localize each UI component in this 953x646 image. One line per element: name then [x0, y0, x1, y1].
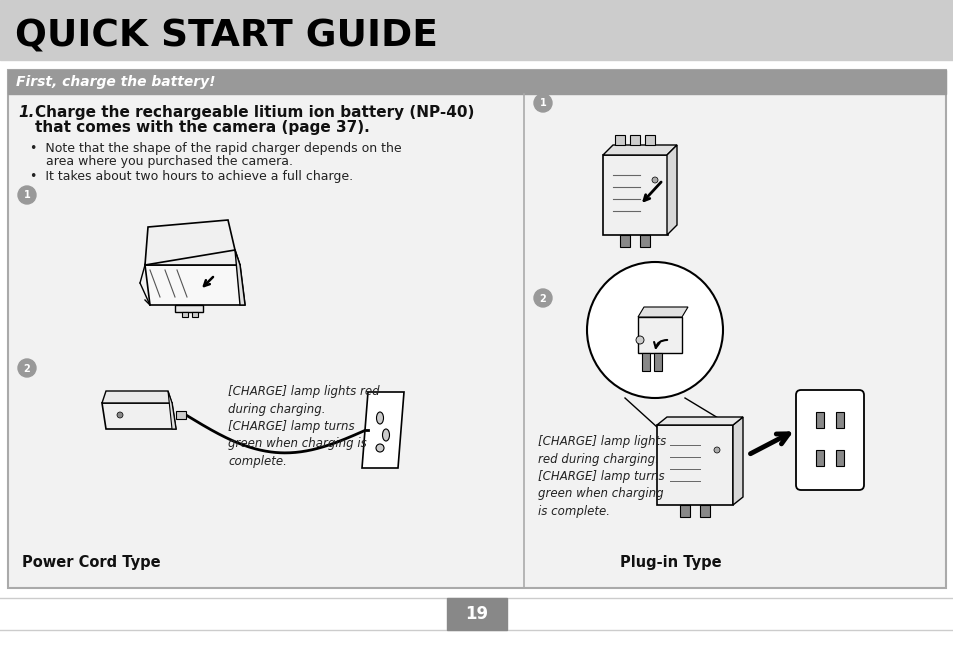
Text: that comes with the camera (page 37).: that comes with the camera (page 37). [35, 120, 370, 135]
Bar [835, 412, 843, 428]
Circle shape [713, 447, 720, 453]
Polygon shape [145, 220, 234, 265]
Text: 1.: 1. [18, 105, 34, 120]
Bar [174, 305, 203, 312]
Polygon shape [145, 250, 240, 265]
Ellipse shape [382, 429, 389, 441]
Text: 1: 1 [539, 98, 546, 109]
Polygon shape [638, 307, 687, 317]
Text: 2: 2 [24, 364, 30, 373]
Text: 1: 1 [24, 191, 30, 200]
Bar [835, 450, 843, 466]
Text: [CHARGE] lamp lights red
during charging.
[CHARGE] lamp turns
green when chargin: [CHARGE] lamp lights red during charging… [228, 385, 379, 468]
Circle shape [534, 289, 552, 307]
Polygon shape [732, 417, 742, 505]
Circle shape [375, 444, 384, 452]
Bar [639, 235, 649, 247]
Text: 2: 2 [539, 293, 546, 304]
Ellipse shape [376, 412, 383, 424]
Bar [700, 505, 709, 517]
Bar [615, 135, 624, 145]
Polygon shape [666, 145, 677, 235]
FancyBboxPatch shape [795, 390, 863, 490]
Circle shape [18, 359, 36, 377]
Bar [0, 0, 953, 60]
Text: Charge the rechargeable litium ion battery (NP-40): Charge the rechargeable litium ion batte… [35, 105, 474, 120]
Bar [602, 155, 667, 235]
Polygon shape [234, 250, 245, 305]
Bar [619, 235, 629, 247]
Polygon shape [168, 391, 175, 429]
Bar [815, 450, 823, 466]
Bar [815, 412, 823, 428]
Text: Plug-in Type: Plug-in Type [619, 555, 720, 570]
Bar [654, 353, 661, 371]
Text: •  It takes about two hours to achieve a full charge.: • It takes about two hours to achieve a … [30, 170, 353, 183]
Polygon shape [657, 417, 742, 425]
Text: •  Note that the shape of the rapid charger depends on the: • Note that the shape of the rapid charg… [30, 142, 401, 155]
Bar [638, 317, 681, 353]
Text: 19: 19 [465, 605, 488, 623]
Bar [8, 70, 945, 94]
Polygon shape [145, 265, 245, 305]
Circle shape [651, 177, 658, 183]
Polygon shape [102, 391, 172, 403]
Bar [641, 353, 649, 371]
Circle shape [586, 262, 722, 398]
Text: Power Cord Type: Power Cord Type [22, 555, 160, 570]
Bar [182, 312, 188, 317]
Circle shape [117, 412, 123, 418]
Polygon shape [602, 145, 677, 155]
Bar [679, 505, 689, 517]
Text: area where you purchased the camera.: area where you purchased the camera. [30, 155, 293, 168]
Text: First, charge the battery!: First, charge the battery! [16, 75, 215, 89]
Polygon shape [102, 403, 175, 429]
Circle shape [534, 94, 552, 112]
Bar [644, 135, 655, 145]
Bar [192, 312, 198, 317]
Polygon shape [361, 392, 403, 468]
Bar [447, 598, 506, 630]
Bar [8, 70, 945, 588]
Text: QUICK START GUIDE: QUICK START GUIDE [15, 19, 437, 55]
Text: [CHARGE] lamp lights
red during charging.
[CHARGE] lamp turns
green when chargin: [CHARGE] lamp lights red during charging… [537, 435, 665, 518]
Circle shape [636, 336, 643, 344]
Bar [629, 135, 639, 145]
Bar [175, 411, 186, 419]
Circle shape [18, 186, 36, 204]
Bar [657, 425, 732, 505]
